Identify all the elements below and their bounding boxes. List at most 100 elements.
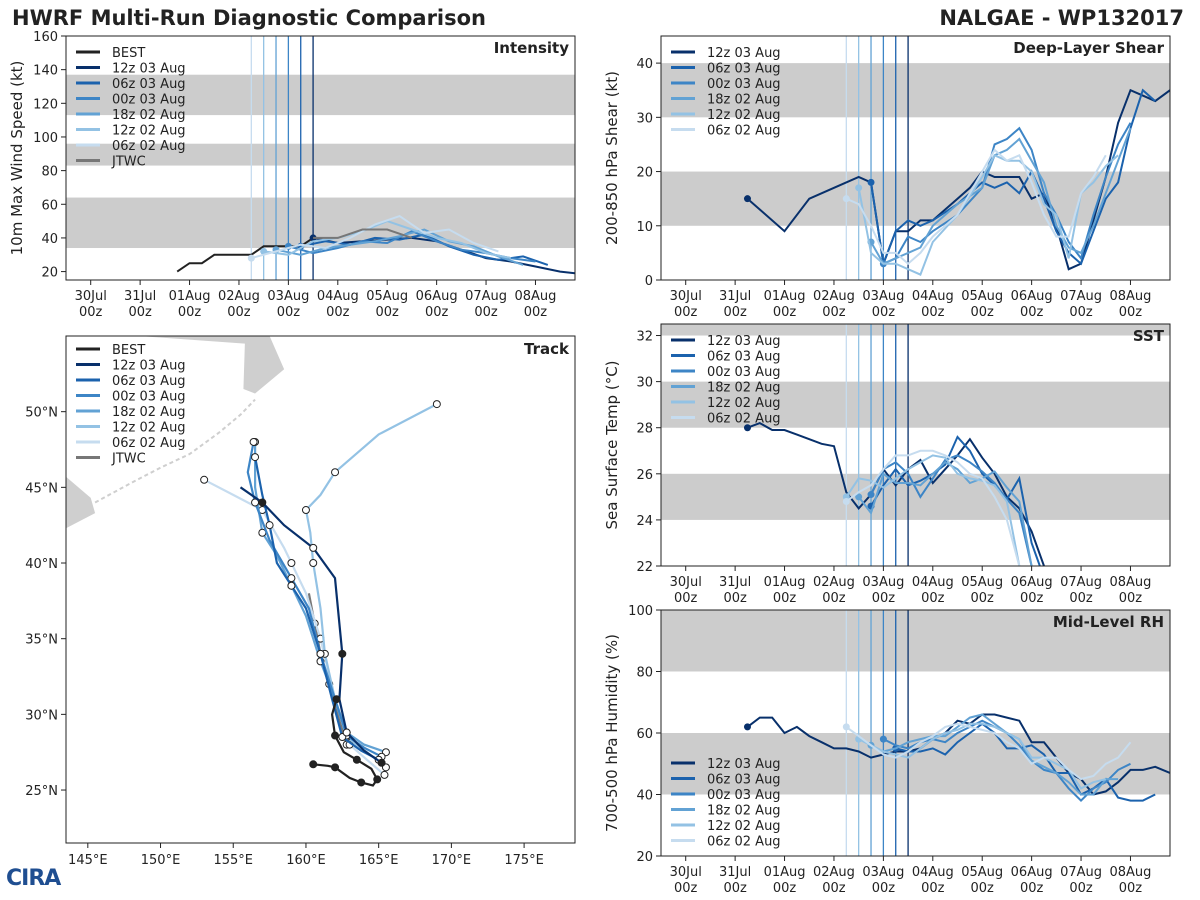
- sst-x-tick-label: 00z: [921, 591, 945, 606]
- rh-legend-label: 06z 03 Aug: [707, 773, 781, 788]
- intensity-y-tick-label: 140: [33, 64, 58, 79]
- intensity-y-tick-label: 160: [33, 30, 58, 45]
- shear-init-marker: [743, 195, 751, 203]
- intensity-x-tick-label: 00z: [376, 305, 400, 320]
- track-position-marker: [309, 760, 318, 769]
- sst-init-marker: [842, 497, 850, 505]
- track-series-line: [239, 486, 383, 764]
- shear-legend-label: 12z 02 Aug: [707, 108, 781, 123]
- rh-legend-label: 18z 02 Aug: [707, 804, 781, 819]
- rh-legend-label: 00z 03 Aug: [707, 788, 781, 803]
- rh-y-tick-label: 40: [636, 789, 653, 804]
- shear-init-marker: [867, 178, 875, 186]
- track-position-marker: [200, 475, 209, 484]
- intensity-x-tick-label: 00z: [425, 305, 449, 320]
- intensity-legend-label: 00z 03 Aug: [112, 93, 186, 108]
- track-x-tick-label: 155°E: [213, 853, 253, 868]
- sst-x-tick-label: 00z: [872, 591, 896, 606]
- intensity-x-tick-label: 00z: [79, 305, 103, 320]
- track-position-marker: [287, 574, 296, 583]
- intensity-y-tick-label: 20: [41, 266, 58, 281]
- shear-legend-label: 06z 02 Aug: [707, 124, 781, 139]
- sst-x-tick-label: 31Jul: [719, 575, 751, 590]
- sst-x-tick-label: 00z: [971, 591, 995, 606]
- sst-x-tick-label: 30Jul: [670, 575, 702, 590]
- shear-x-tick-label: 06Aug: [1011, 289, 1053, 304]
- sst-x-tick-label: 00z: [674, 591, 698, 606]
- track-series-line: [304, 403, 438, 769]
- shear-x-tick-label: 00z: [872, 305, 896, 320]
- intensity-init-marker: [260, 247, 268, 255]
- rh-x-tick-label: 00z: [872, 881, 896, 896]
- track-legend-label: 06z 03 Aug: [112, 374, 186, 389]
- intensity-x-tick-label: 01Aug: [169, 289, 211, 304]
- sst-x-tick-label: 03Aug: [862, 575, 904, 590]
- track-position-marker: [287, 581, 296, 590]
- intensity-x-tick-label: 03Aug: [267, 289, 309, 304]
- intensity-plot-area: [66, 36, 575, 280]
- sst-x-tick-label: 00z: [773, 591, 797, 606]
- sst-legend-label: 12z 03 Aug: [707, 334, 781, 349]
- track-x-tick-label: 165°E: [359, 853, 399, 868]
- intensity-x-tick-label: 00z: [474, 305, 498, 320]
- shear-init-marker: [855, 184, 863, 192]
- sst-y-tick-label: 22: [636, 560, 653, 575]
- track-position-marker: [432, 400, 441, 409]
- intensity-x-tick-label: 00z: [524, 305, 548, 320]
- kuril-islands: [94, 398, 256, 504]
- intensity-legend-label: 06z 02 Aug: [112, 139, 186, 154]
- intensity-x-tick-label: 06Aug: [416, 289, 458, 304]
- rh-legend-label: 12z 02 Aug: [707, 819, 781, 834]
- shear-y-label: 200-850 hPa Shear (kt): [603, 71, 621, 245]
- cira-logo: CIRA: [6, 866, 61, 891]
- sst-x-tick-label: 00z: [822, 591, 846, 606]
- shear-plot-area: [661, 36, 1170, 280]
- intensity-x-tick-label: 00z: [128, 305, 152, 320]
- sst-init-marker: [855, 493, 863, 501]
- shear-x-tick-label: 00z: [1069, 305, 1093, 320]
- sst-y-tick-label: 30: [636, 376, 653, 391]
- track-y-tick-label: 35°N: [25, 633, 58, 648]
- hokkaido-land: [66, 476, 96, 529]
- rh-x-tick-label: 07Aug: [1060, 865, 1102, 880]
- intensity-y-tick-label: 40: [41, 232, 58, 247]
- rh-x-tick-label: 30Jul: [670, 865, 702, 880]
- rh-y-tick-label: 20: [636, 850, 653, 865]
- intensity-band: [66, 143, 575, 166]
- rh-y-tick-label: 100: [628, 604, 653, 619]
- track-position-marker: [342, 728, 351, 737]
- track-series-line: [254, 456, 380, 761]
- intensity-series-line: [251, 214, 499, 260]
- track-legend-label: 18z 02 Aug: [112, 405, 186, 420]
- rh-x-tick-label: 31Jul: [719, 865, 751, 880]
- track-series-line: [254, 441, 387, 754]
- storm-title: NALGAE - WP132017: [939, 6, 1184, 30]
- track-position-marker: [338, 649, 347, 658]
- rh-x-tick-label: 00z: [674, 881, 698, 896]
- rh-x-tick-label: 00z: [822, 881, 846, 896]
- track-x-tick-label: 170°E: [432, 853, 472, 868]
- track-position-marker: [251, 453, 260, 462]
- track-position-marker: [287, 559, 296, 568]
- rh-plot-area: [661, 610, 1170, 856]
- intensity-y-tick-label: 120: [33, 97, 58, 112]
- intensity-x-tick-label: 00z: [277, 305, 301, 320]
- intensity-series-line: [313, 228, 413, 239]
- sst-panel: 22242628303230Jul00z31Jul00z01Aug00z02Au…: [603, 323, 1171, 606]
- shear-frame: [660, 35, 1171, 281]
- track-position-marker: [380, 770, 389, 779]
- intensity-x-tick-label: 31Jul: [124, 289, 156, 304]
- sst-init-marker: [867, 491, 875, 499]
- sst-x-tick-label: 01Aug: [764, 575, 806, 590]
- shear-legend-label: 06z 03 Aug: [707, 62, 781, 77]
- shear-legend-label: 18z 02 Aug: [707, 93, 781, 108]
- shear-series-line: [870, 127, 1132, 265]
- track-position-marker: [309, 559, 318, 568]
- shear-x-tick-label: 02Aug: [813, 289, 855, 304]
- sst-y-label: Sea Surface Temp (°C): [603, 360, 621, 529]
- sst-legend-label: 06z 02 Aug: [707, 412, 781, 427]
- track-series-line: [203, 478, 386, 776]
- intensity-panel: 2040608010012014016030Jul00z31Jul00z01Au…: [8, 30, 576, 320]
- rh-x-tick-label: 02Aug: [813, 865, 855, 880]
